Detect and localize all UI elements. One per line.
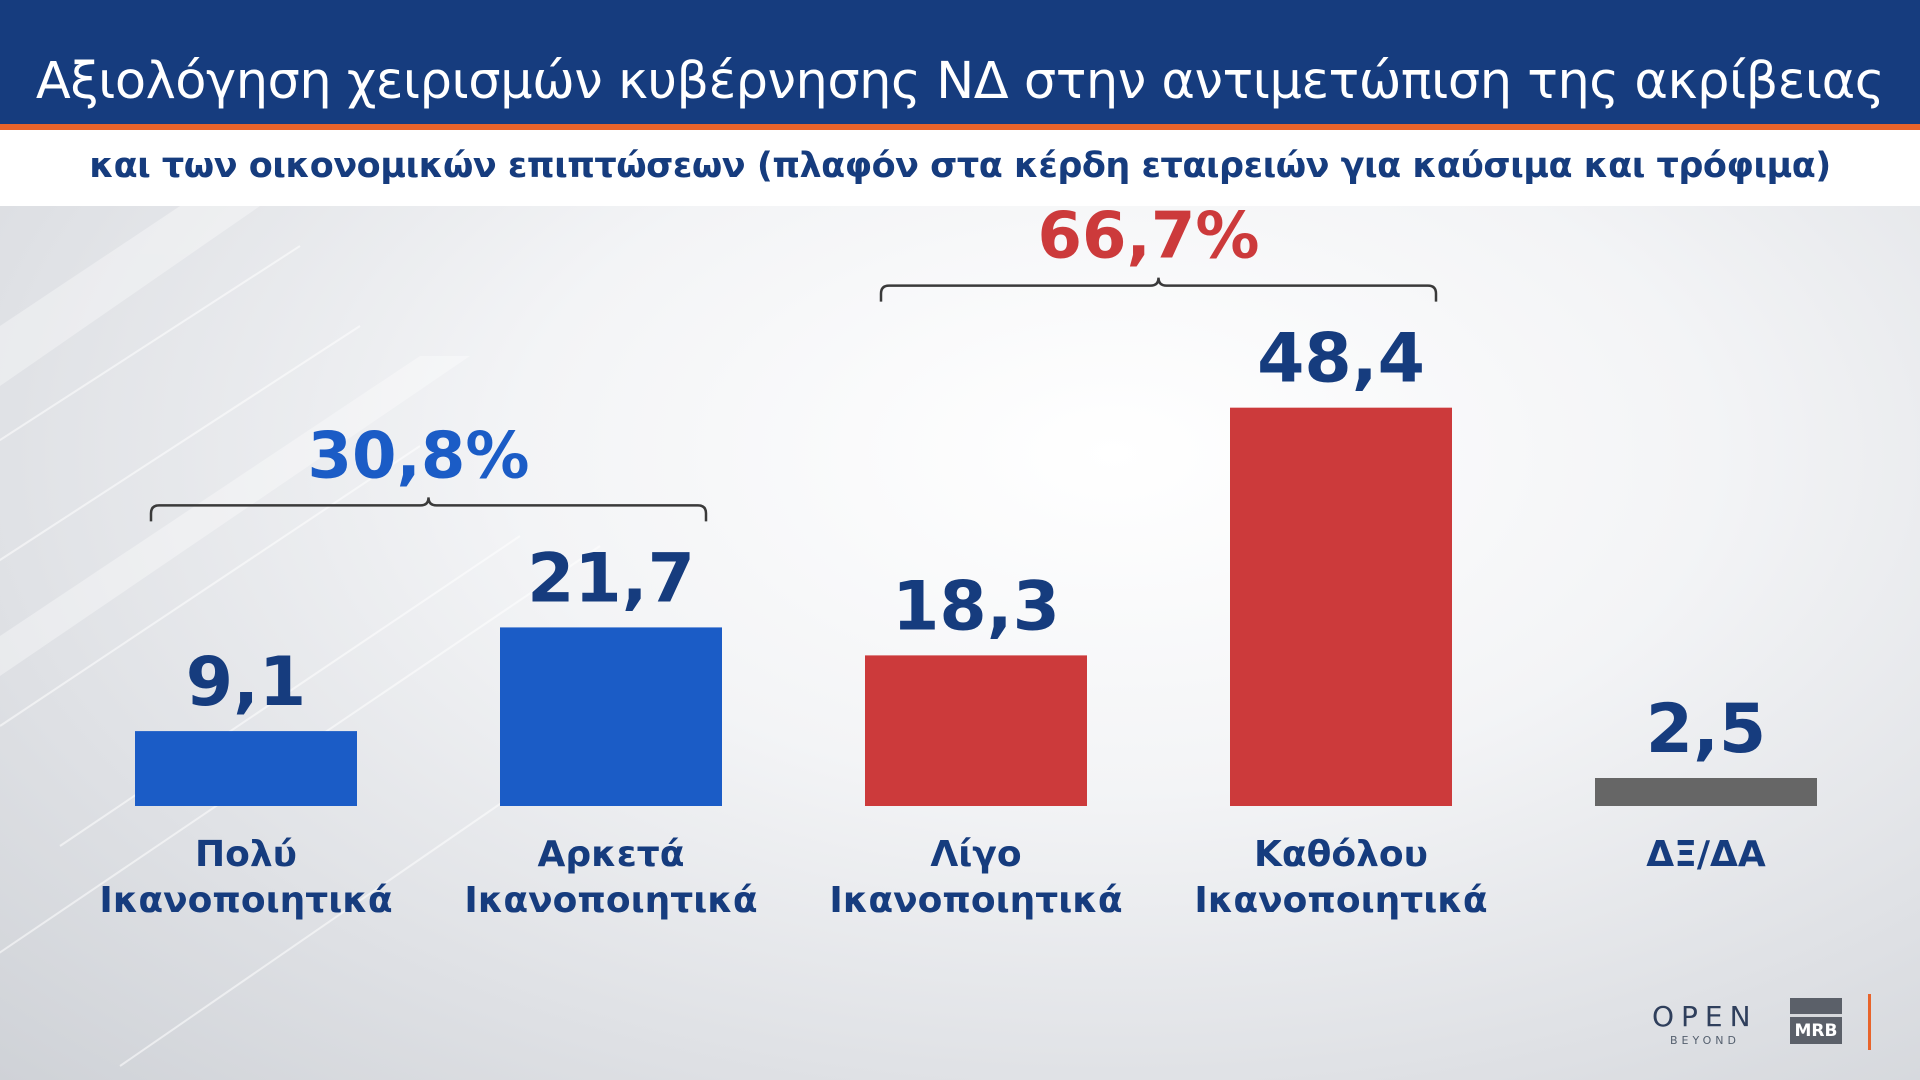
category-label: Ικανοποιητικά — [829, 880, 1122, 921]
mrb-logo: MRB — [1790, 998, 1842, 1044]
category-label: Ικανοποιητικά — [1194, 880, 1487, 921]
category-label: Καθόλου — [1254, 834, 1428, 875]
subtitle-bar — [0, 130, 1920, 206]
bar-value-label: 18,3 — [892, 567, 1060, 646]
category-label: Ικανοποιητικά — [464, 880, 757, 921]
open-logo-tagline: BEYOND — [1670, 1034, 1740, 1047]
category-label: Ικανοποιητικά — [99, 880, 392, 921]
category-label: Αρκετά — [538, 834, 685, 875]
bar-value-label: 9,1 — [186, 643, 306, 722]
chart-subtitle: και των οικονομικών επιπτώσεων (πλαφόν σ… — [89, 146, 1831, 186]
chart-title: Αξιολόγηση χειρισμών κυβέρνησης ΝΔ στην … — [35, 52, 1885, 111]
group-total-label: 30,8% — [307, 419, 529, 493]
group-bracket — [879, 277, 1438, 302]
bar — [1230, 407, 1452, 806]
accent-line — [0, 124, 1920, 130]
category-label: ΔΞ/ΔΑ — [1646, 834, 1766, 875]
bar — [1595, 778, 1817, 806]
bar — [135, 731, 357, 806]
title-bar — [0, 0, 1920, 124]
group-bracket — [149, 497, 708, 522]
category-label: Λίγο — [930, 834, 1021, 875]
bar-value-label: 2,5 — [1646, 690, 1766, 769]
open-logo: OPEN — [1652, 1000, 1758, 1033]
bar — [500, 627, 722, 806]
category-label: Πολύ — [195, 834, 297, 875]
group-total-label: 66,7% — [1037, 200, 1259, 274]
bar-value-label: 21,7 — [527, 539, 695, 618]
bar-value-label: 48,4 — [1257, 320, 1425, 399]
bar — [865, 655, 1087, 806]
logo-divider — [1868, 994, 1871, 1050]
